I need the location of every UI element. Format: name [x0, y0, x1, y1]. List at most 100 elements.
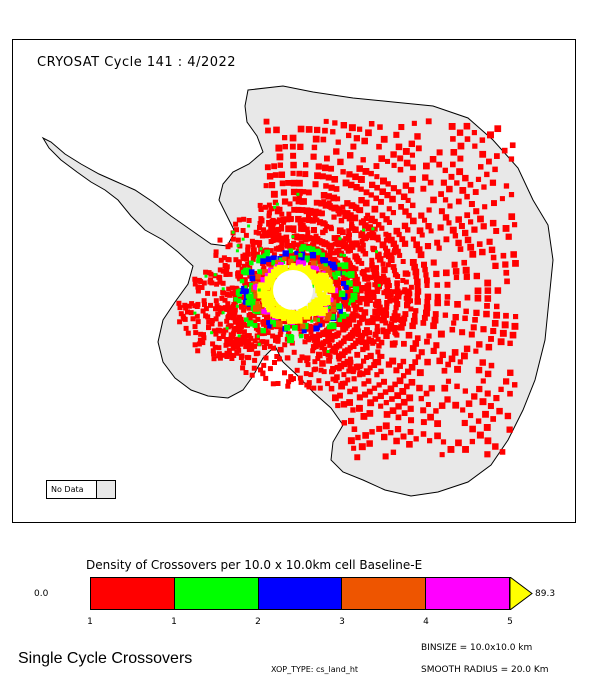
density-cell: [463, 345, 471, 352]
density-cell: [484, 279, 492, 287]
density-cell: [328, 385, 335, 392]
density-cell: [367, 399, 375, 407]
colorbar-segment-4: [341, 578, 426, 609]
density-cell: [310, 227, 318, 234]
density-cell: [226, 348, 232, 354]
density-cell: [265, 330, 271, 336]
density-cell: [396, 291, 402, 297]
density-cell: [390, 210, 397, 216]
density-cell: [386, 283, 392, 288]
density-cell: [212, 344, 218, 350]
density-cell: [304, 334, 309, 339]
density-cell: [490, 328, 497, 335]
density-cell: [339, 380, 345, 386]
density-cell: [369, 429, 375, 435]
density-cell: [298, 253, 306, 261]
density-cell: [471, 393, 478, 400]
density-cell: [455, 198, 462, 205]
density-cell: [410, 236, 416, 242]
density-cell: [267, 273, 275, 280]
density-cell: [383, 216, 390, 223]
density-cell: [491, 200, 497, 207]
density-cell: [395, 143, 403, 151]
density-cell: [381, 313, 387, 319]
density-cell: [300, 222, 306, 228]
antarctica-map: [41, 85, 554, 497]
density-cell: [196, 341, 202, 347]
density-cell: [444, 281, 451, 288]
density-cell: [378, 403, 384, 409]
density-cell: [242, 280, 248, 286]
density-cell: [263, 375, 269, 381]
density-cell: [314, 217, 320, 223]
density-cell: [452, 401, 460, 409]
density-cell: [220, 334, 226, 339]
density-cell: [341, 262, 349, 270]
density-cell: [383, 320, 389, 326]
density-cell: [454, 301, 461, 308]
density-cell: [345, 306, 351, 312]
density-cell: [235, 273, 241, 279]
density-cell: [381, 266, 388, 274]
density-cell: [190, 316, 196, 322]
density-cell: [259, 331, 265, 337]
density-cell: [414, 293, 421, 299]
density-cell: [314, 283, 319, 288]
density-cell: [298, 217, 304, 223]
density-cell: [299, 240, 305, 246]
density-cell: [348, 181, 355, 189]
density-cell: [376, 425, 383, 432]
density-cell: [225, 337, 231, 342]
density-cell: [317, 385, 323, 391]
density-cell: [324, 223, 330, 229]
density-cell: [217, 237, 223, 243]
density-cell: [395, 248, 401, 255]
density-cell: [389, 357, 397, 365]
density-cell: [310, 344, 316, 350]
density-cell: [369, 262, 375, 268]
density-cell: [332, 241, 338, 247]
density-cell: [306, 212, 311, 218]
density-cell: [348, 417, 355, 425]
density-cell: [402, 148, 410, 155]
density-cell: [363, 343, 370, 351]
density-cell: [318, 272, 324, 279]
density-cell: [385, 361, 393, 368]
density-cell: [312, 181, 319, 188]
density-cell: [474, 294, 482, 302]
density-cell: [422, 174, 429, 181]
density-cell: [395, 414, 402, 421]
density-cell: [396, 377, 404, 385]
density-cell: [270, 381, 276, 387]
density-cell: [342, 317, 348, 323]
density-cell: [501, 321, 509, 329]
density-cell: [334, 322, 340, 327]
density-cell: [464, 236, 472, 244]
density-cell: [224, 292, 230, 297]
density-cell: [382, 307, 389, 314]
density-cell: [390, 264, 397, 270]
density-cell: [269, 281, 274, 287]
density-cell: [319, 201, 325, 207]
density-cell: [334, 205, 340, 211]
density-cell: [362, 276, 368, 282]
density-cell: [325, 337, 331, 344]
density-cell: [351, 445, 357, 451]
density-cell: [450, 136, 456, 142]
density-cell: [331, 214, 337, 220]
density-cell: [308, 329, 314, 335]
density-cell: [331, 292, 337, 298]
density-cell: [374, 265, 379, 271]
density-cell: [462, 174, 469, 182]
density-cell: [313, 366, 318, 372]
density-cell: [373, 195, 380, 202]
density-cell: [226, 286, 232, 292]
density-cell: [434, 299, 442, 307]
density-cell: [503, 269, 510, 276]
density-cell: [275, 259, 281, 266]
density-cell: [424, 298, 431, 305]
density-cell: [246, 305, 252, 311]
density-cell: [440, 439, 447, 445]
density-cell: [316, 219, 324, 226]
density-cell: [344, 358, 352, 366]
